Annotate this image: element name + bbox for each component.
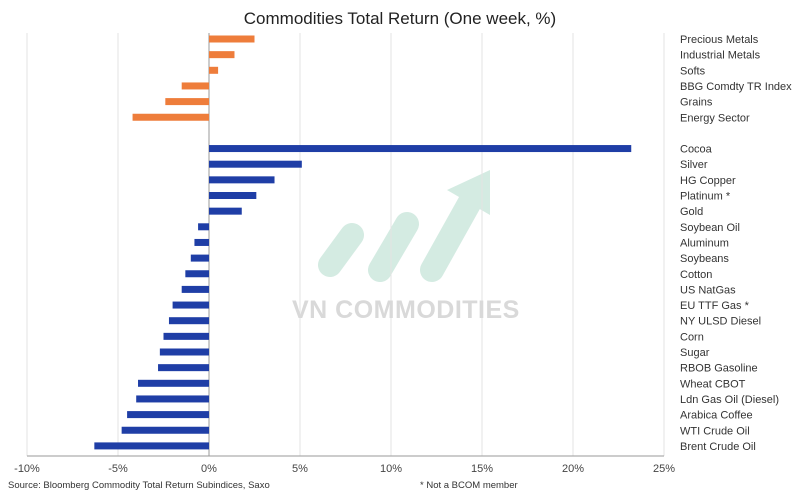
bar [198, 223, 209, 231]
category-label: Aluminum [680, 237, 729, 249]
category-label: Soybeans [680, 253, 729, 265]
category-label: Wheat CBOT [680, 378, 746, 390]
bar [181, 285, 209, 293]
bar [163, 332, 209, 340]
category-label: Arabica Coffee [680, 410, 753, 422]
chart-title: Commodities Total Return (One week, %) [244, 9, 556, 28]
category-label: Industrial Metals [680, 50, 761, 62]
bar [138, 379, 209, 387]
bar [194, 238, 209, 246]
bar [168, 317, 209, 325]
bar [209, 51, 235, 59]
category-label: Platinum * [680, 191, 731, 203]
bar [209, 35, 255, 43]
category-label: Soybean Oil [680, 222, 740, 234]
x-tick-label: 5% [292, 463, 308, 475]
category-label: Corn [680, 331, 704, 343]
bar [94, 442, 209, 450]
bar [185, 270, 209, 278]
category-label: Brent Crude Oil [680, 441, 756, 453]
category-label: BBG Comdty TR Index [680, 81, 792, 93]
x-tick-label: 20% [562, 463, 584, 475]
x-tick-label: 10% [380, 463, 402, 475]
bar [136, 395, 209, 403]
x-tick-label: 15% [471, 463, 493, 475]
bar [209, 160, 302, 168]
bar [209, 207, 242, 215]
bcom-member-note: * Not a BCOM member [420, 480, 518, 491]
category-labels: Precious Metals Industrial Metals Softs BBG… [680, 34, 792, 453]
category-label: Energy Sector [680, 112, 750, 124]
x-tick-label: -5% [108, 463, 128, 475]
category-label: Gold [680, 206, 703, 218]
category-label: WTI Crude Oil [680, 425, 750, 437]
bar [127, 411, 209, 419]
bar [165, 98, 209, 106]
bar [132, 113, 209, 121]
bar [209, 145, 632, 153]
bars [94, 35, 632, 450]
bar [209, 176, 275, 184]
category-label: Cocoa [680, 144, 713, 156]
bar [209, 66, 219, 74]
watermark-text: VN COMMODITIES [292, 296, 520, 324]
category-label: Grains [680, 97, 713, 109]
bar [172, 301, 209, 309]
x-tick-label: -10% [14, 463, 40, 475]
category-label: US NatGas [680, 284, 736, 296]
bar [190, 254, 209, 262]
watermark-logo [318, 170, 490, 282]
category-label: HG Copper [680, 175, 736, 187]
category-label: Precious Metals [680, 34, 759, 46]
bar [181, 82, 209, 90]
bar [158, 364, 209, 372]
category-label: Silver [680, 159, 708, 171]
x-tick-label: 25% [653, 463, 675, 475]
x-tick-label: 0% [201, 463, 217, 475]
bar [159, 348, 209, 356]
category-label: Cotton [680, 269, 712, 281]
category-label: NY ULSD Diesel [680, 316, 761, 328]
category-label: Ldn Gas Oil (Diesel) [680, 394, 779, 406]
category-label: EU TTF Gas * [680, 300, 750, 312]
x-axis-ticks: -10% -5% 0% 5% 10% 15% 20% 25% [14, 463, 675, 475]
category-label: Softs [680, 65, 706, 77]
category-label: RBOB Gasoline [680, 363, 758, 375]
source-note: Source: Bloomberg Commodity Total Return… [8, 480, 270, 491]
category-label: Sugar [680, 347, 710, 359]
bar [121, 426, 209, 434]
bar [209, 192, 257, 199]
